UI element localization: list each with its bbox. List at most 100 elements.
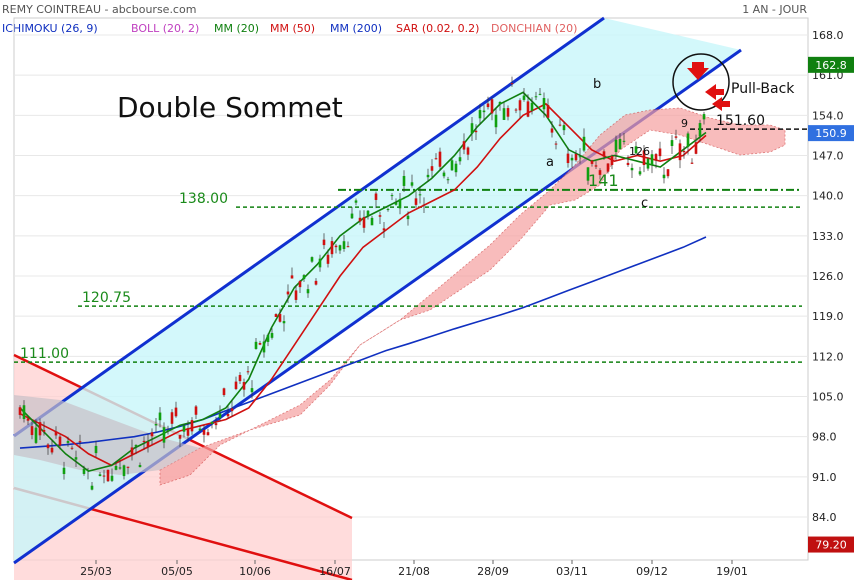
price-badge-label: 79.20 — [815, 539, 847, 552]
candle-body — [154, 424, 158, 426]
candle-body — [86, 470, 90, 472]
y-tick-label: 168.0 — [812, 29, 844, 42]
candle-body — [374, 193, 378, 200]
candle-body — [346, 246, 350, 248]
candle-body — [142, 440, 146, 442]
level-label-141: 141 — [588, 171, 619, 190]
candle-body — [598, 170, 602, 175]
candle-body — [54, 431, 58, 436]
candle-body — [298, 281, 302, 288]
candle-body — [606, 163, 610, 172]
annotation-a: a — [546, 155, 554, 170]
candle-body — [578, 156, 582, 158]
candle-body — [314, 280, 318, 285]
candle-body — [434, 158, 438, 160]
candle-body — [602, 151, 606, 157]
candle-body — [238, 375, 242, 382]
y-tick-label: 84.0 — [812, 511, 837, 524]
candle-body — [234, 381, 238, 390]
candle-body — [474, 130, 478, 133]
candle-body — [122, 465, 126, 477]
candle-body — [98, 474, 102, 477]
ichimoku-cloud — [159, 107, 786, 486]
candle-body — [654, 154, 658, 161]
candle-body — [274, 314, 278, 317]
y-tick-label: 133.0 — [812, 230, 844, 243]
candle-body — [386, 209, 390, 211]
candle-body — [226, 413, 230, 417]
candle-body — [610, 156, 614, 165]
candle-body — [690, 162, 694, 164]
candle-body — [430, 166, 434, 171]
candle-body — [194, 406, 198, 415]
candle-body — [250, 388, 254, 393]
candle-body — [286, 291, 290, 295]
candle-body — [330, 241, 334, 255]
level-label-111: 111.00 — [20, 346, 69, 362]
candle-body — [618, 138, 622, 150]
candle-body — [198, 428, 202, 431]
candle-body — [242, 382, 246, 390]
candle-body — [166, 430, 170, 432]
y-tick-label: 105.0 — [812, 391, 844, 404]
candle-body — [466, 147, 470, 155]
candle-body — [378, 215, 382, 217]
y-tick-label: 91.0 — [812, 471, 837, 484]
level-label-151-60: 151.60 — [716, 113, 765, 129]
annotation-pull-back: Pull-Back — [731, 81, 795, 97]
candle-body — [450, 160, 454, 171]
up-channel-top-line — [13, 16, 605, 438]
candle-body — [94, 445, 98, 454]
candle-body — [246, 371, 250, 373]
legend-boll: BOLL (20, 2) — [131, 22, 200, 35]
candle-body — [478, 110, 482, 119]
candle-body — [542, 98, 546, 110]
candle-body — [366, 210, 370, 216]
candle-body — [410, 182, 414, 186]
candle-body — [634, 146, 638, 154]
candle-body — [34, 427, 38, 443]
candle-body — [398, 199, 402, 209]
candle-body — [458, 157, 462, 162]
candle-body — [546, 104, 550, 118]
y-tick-label: 140.0 — [812, 190, 844, 203]
y-tick-label: 154.0 — [812, 109, 844, 122]
y-tick-label: 126.0 — [812, 270, 844, 283]
legend-sar: SAR (0.02, 0.2) — [396, 22, 480, 35]
x-tick-label: 10/06 — [239, 565, 271, 578]
candle-body — [658, 148, 662, 157]
candle-body — [190, 420, 194, 432]
x-tick-label: 28/09 — [477, 565, 509, 578]
candle-body — [402, 175, 406, 186]
x-tick-label: 25/03 — [80, 565, 112, 578]
arrow-left-icon — [712, 97, 730, 111]
x-tick-label: 19/01 — [716, 565, 748, 578]
candle-body — [666, 169, 670, 177]
candle-body — [502, 108, 506, 120]
legend-mm20: MM (20) — [214, 22, 260, 35]
candle-body — [506, 108, 510, 117]
candle-body — [702, 114, 706, 120]
candle-body — [262, 341, 266, 353]
candle-body — [90, 485, 94, 490]
candle-body — [470, 123, 474, 134]
annotation-9: 9 — [681, 117, 688, 130]
candle-body — [66, 440, 70, 443]
candle-body — [486, 103, 490, 108]
candle-body — [210, 421, 214, 424]
candle-body — [338, 245, 342, 251]
chart-header-title: REMY COINTREAU - abcbourse.com — [2, 3, 197, 16]
candle-body — [646, 158, 650, 169]
candle-body — [446, 179, 450, 181]
candle-body — [150, 432, 154, 437]
candle-body — [538, 93, 542, 95]
candle-body — [590, 160, 594, 164]
candle-body — [350, 213, 354, 219]
x-axis: 25/03 05/05 10/06 16/07 21/08 28/09 03/11 09/12… — [80, 560, 748, 578]
candle-body — [258, 342, 262, 345]
candle-body — [614, 139, 618, 153]
candle-body — [58, 436, 62, 446]
y-tick-label: 98.0 — [812, 431, 837, 444]
price-badges: 162.8 150.9 79.20 — [808, 56, 854, 553]
